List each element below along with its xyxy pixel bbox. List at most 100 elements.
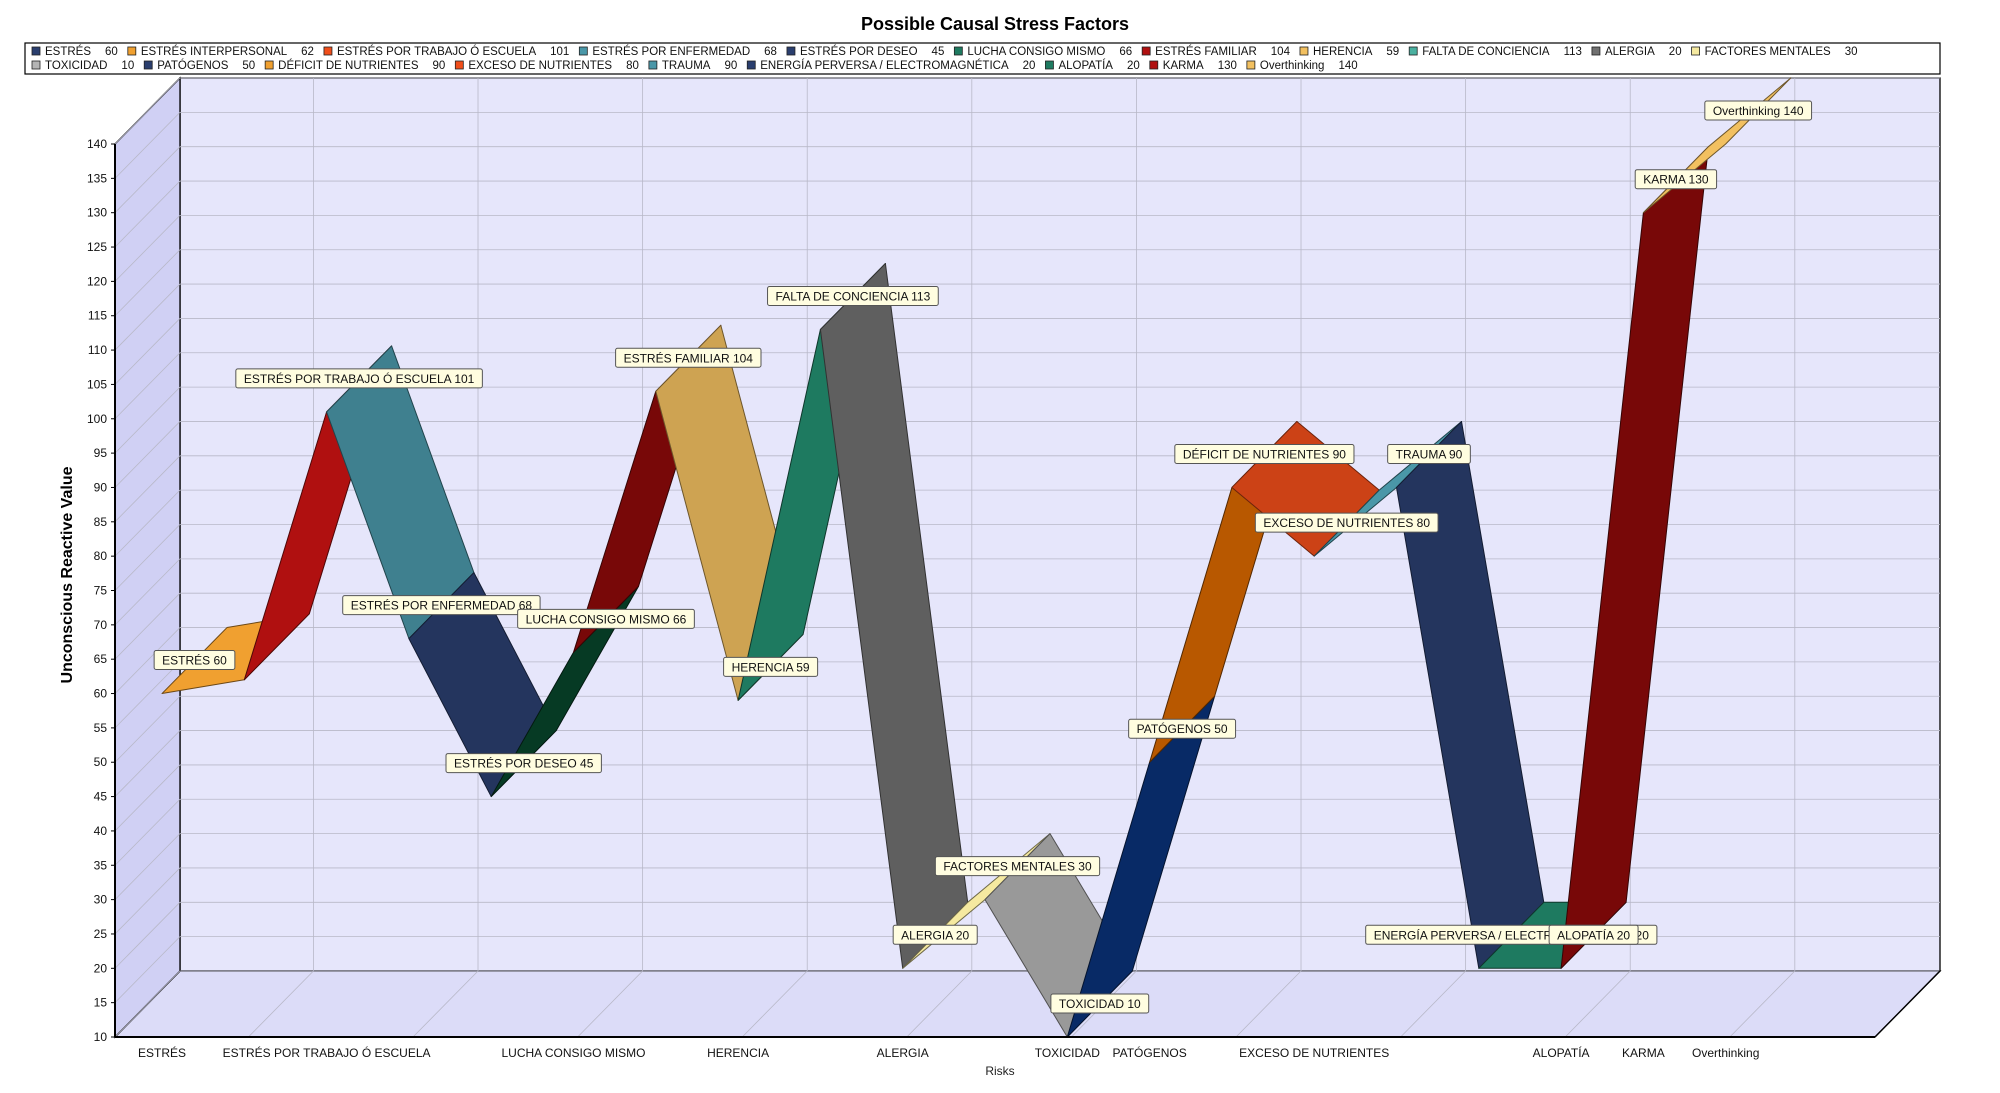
legend-item-value: 101 bbox=[550, 46, 569, 58]
legend-item-name: ALOPATÍA bbox=[1058, 59, 1113, 72]
chart-title: Possible Causal Stress Factors bbox=[861, 14, 1129, 34]
x-tick-label: ESTRÉS POR TRABAJO Ó ESCUELA bbox=[223, 1045, 431, 1060]
legend-item-value: 62 bbox=[301, 46, 314, 58]
y-tick-label: 85 bbox=[94, 515, 108, 529]
x-tick-label: HERENCIA bbox=[707, 1046, 769, 1060]
grid-line-floor bbox=[906, 970, 973, 1038]
grid-line-side bbox=[114, 283, 181, 351]
data-label-text: FACTORES MENTALES 30 bbox=[943, 860, 1092, 874]
grid-line-side bbox=[114, 455, 181, 523]
data-label: ESTRÉS POR TRABAJO Ó ESCUELA 101 bbox=[235, 368, 483, 389]
grid-line-side bbox=[114, 215, 181, 282]
grid-line-side bbox=[114, 524, 181, 591]
data-label-box bbox=[1050, 993, 1150, 1014]
legend-item-name: LUCHA CONSIGO MISMO bbox=[967, 46, 1105, 58]
axes: 10 15 20 25 30 35 40 45 50 55 60 65 70 75 80 85 90 95 100 1… bbox=[87, 137, 1941, 1060]
grid-line-side bbox=[114, 695, 181, 763]
data-label-box bbox=[445, 753, 602, 774]
grid-line-floor bbox=[248, 970, 314, 1038]
data-label: ESTRÉS POR DESEO 45 bbox=[445, 753, 602, 774]
data-label-box bbox=[235, 368, 483, 389]
legend-item-name: DÉFICIT DE NUTRIENTES bbox=[278, 59, 419, 72]
legend-item-name: EXCESO DE NUTRIENTES bbox=[468, 60, 612, 72]
grid-line-side bbox=[114, 730, 181, 797]
legend-item-name: FALTA DE CONCIENCIA bbox=[1422, 46, 1550, 58]
y-tick-label: 75 bbox=[94, 584, 108, 598]
data-label-text: PATÓGENOS 50 bbox=[1137, 721, 1228, 736]
legend-box bbox=[24, 42, 1941, 75]
grid-line-floor bbox=[577, 970, 643, 1038]
y-tick-label: 45 bbox=[94, 790, 108, 804]
grid-line-floor bbox=[1729, 970, 1796, 1038]
legend-item-name: HERENCIA bbox=[1313, 46, 1373, 58]
grid-line-side bbox=[114, 558, 181, 626]
legend-item-value: 60 bbox=[105, 46, 118, 58]
data-label: ALOPATÍA 20 bbox=[1548, 924, 1639, 945]
legend-item-value: 50 bbox=[242, 60, 255, 72]
data-label-box bbox=[1548, 924, 1639, 945]
grid-line-side bbox=[114, 867, 181, 935]
legend-item-value: 90 bbox=[724, 60, 737, 72]
grid-line-side bbox=[114, 798, 181, 866]
y-tick-label: 50 bbox=[94, 755, 108, 769]
data-label-text: ESTRÉS POR TRABAJO Ó ESCUELA 101 bbox=[244, 371, 475, 386]
data-label-text: ESTRÉS 60 bbox=[162, 653, 227, 668]
legend-swatch bbox=[746, 60, 756, 70]
grid-line-side bbox=[114, 249, 181, 317]
data-label-box bbox=[767, 285, 939, 306]
y-tick-label: 110 bbox=[88, 343, 107, 357]
legend-swatch bbox=[127, 46, 137, 56]
y-tick-label: 125 bbox=[87, 240, 107, 254]
floor-wall bbox=[113, 970, 1942, 1038]
x-tick-label: TOXICIDAD bbox=[1035, 1046, 1100, 1060]
data-label-text: EXCESO DE NUTRIENTES 80 bbox=[1263, 516, 1430, 530]
y-tick-label: 60 bbox=[94, 687, 108, 701]
data-label: ALERGIA 20 bbox=[892, 924, 978, 945]
y-tick-label: 35 bbox=[94, 858, 108, 872]
grid-line-floor bbox=[741, 970, 808, 1038]
legend-swatch bbox=[1691, 46, 1700, 56]
legend-item-value: 20 bbox=[1023, 60, 1036, 72]
legend-swatch bbox=[454, 60, 464, 70]
floor-edge bbox=[1874, 970, 1941, 1038]
data-label-text: ALERGIA 20 bbox=[901, 928, 969, 942]
y-tick-label: 120 bbox=[87, 274, 107, 288]
y-axis-title: Unconscious Reactive Value bbox=[59, 466, 76, 683]
legend-swatch bbox=[648, 60, 658, 70]
data-label-text: TRAUMA 90 bbox=[1396, 447, 1463, 461]
data-label-box bbox=[153, 650, 236, 671]
data-label-box bbox=[1128, 718, 1237, 739]
grid-line-floor bbox=[1235, 970, 1302, 1038]
data-label-box bbox=[1254, 512, 1439, 533]
legend-swatch bbox=[578, 46, 588, 56]
legend-item-value: 68 bbox=[764, 46, 777, 58]
data-label: ESTRÉS 60 bbox=[153, 650, 236, 671]
x-tick-label: ALOPATÍA bbox=[1533, 1045, 1590, 1060]
data-label: DÉFICIT DE NUTRIENTES 90 bbox=[1174, 443, 1355, 464]
grid-line-side bbox=[114, 352, 181, 420]
y-tick-label: 90 bbox=[94, 480, 108, 494]
legend-swatch bbox=[953, 46, 963, 56]
data-label-text: HERENCIA 59 bbox=[732, 660, 810, 674]
data-label: TOXICIDAD 10 bbox=[1050, 993, 1150, 1014]
legend-item-name: KARMA bbox=[1163, 60, 1204, 72]
ribbon-series bbox=[161, 77, 1792, 1038]
data-label-text: ESTRÉS FAMILIAR 104 bbox=[624, 350, 754, 365]
legend-item-name: TOXICIDAD bbox=[45, 60, 107, 72]
data-label: KARMA 130 bbox=[1634, 169, 1718, 190]
legend-swatch bbox=[264, 60, 274, 70]
legend-item-name: ESTRÉS POR TRABAJO Ó ESCUELA bbox=[337, 45, 537, 58]
grid-line-side bbox=[114, 902, 181, 969]
grid-line-floor bbox=[1400, 970, 1466, 1038]
data-label-box bbox=[342, 595, 541, 616]
grid-line-side bbox=[114, 661, 181, 729]
y-tick-label: 135 bbox=[87, 171, 107, 185]
legend: ESTRÉS 60 ESTRÉS INTERPERSONAL 62 ESTRÉS POR… bbox=[24, 42, 1941, 75]
legend-item-value: 80 bbox=[626, 60, 639, 72]
legend-swatch bbox=[1246, 60, 1256, 70]
data-label-text: ESTRÉS POR ENFERMEDAD 68 bbox=[351, 598, 533, 613]
y-tick-label: 70 bbox=[94, 618, 108, 632]
data-labels: ESTRÉS 60 ESTRÉS POR TRABAJO Ó ESCUELA 10… bbox=[153, 100, 1813, 1014]
grid-line-side bbox=[114, 421, 181, 488]
grid-line-side bbox=[114, 970, 181, 1038]
